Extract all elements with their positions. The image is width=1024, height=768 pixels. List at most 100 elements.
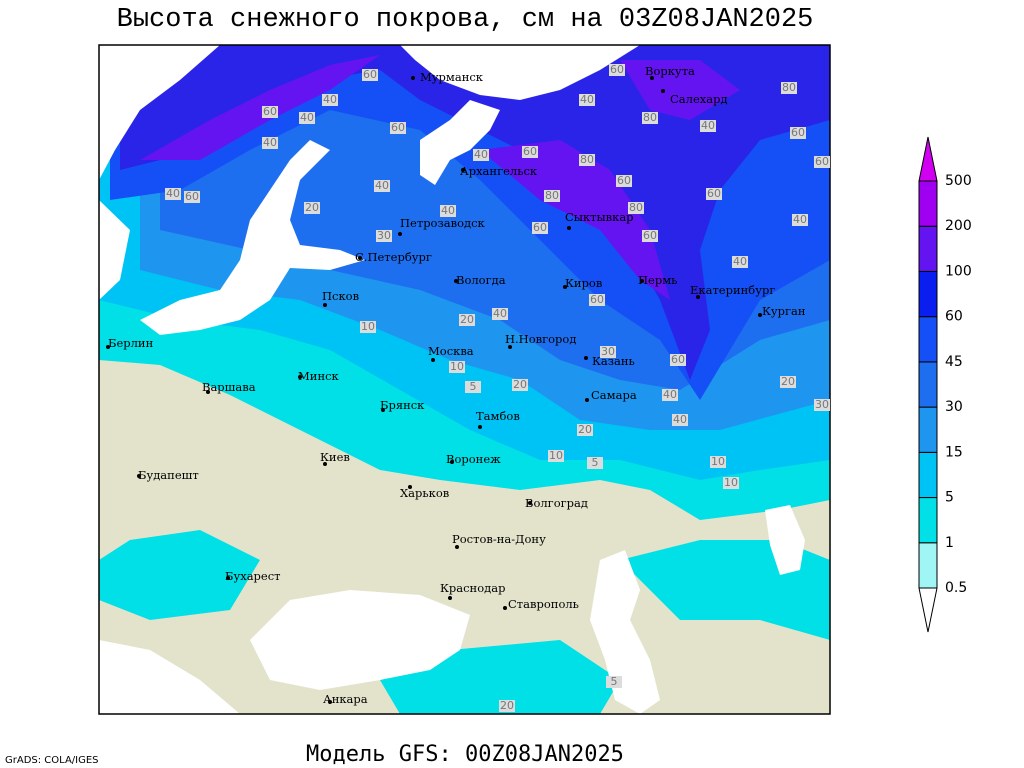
contour-label-box [579,154,595,166]
contour-label-box [732,256,748,268]
city-label: Краснодар [440,581,505,595]
city-label: Вологда [456,273,506,287]
city-label: Минск [298,369,340,383]
contour-label-box [780,376,796,388]
colorbar-tick-label: 60 [945,309,963,325]
contour-label-box [459,314,475,326]
city-label: Москва [428,344,474,358]
contour-label-box [706,188,722,200]
city-label: Самара [591,388,637,402]
city-label: Воркута [645,64,695,78]
city-label: Пермь [638,273,677,287]
contour-label: 80 [782,81,796,94]
contour-label-box [544,190,560,202]
contour-label: 5 [470,380,477,393]
contour-label-box [587,457,603,469]
city-dot [323,303,327,307]
city-label: Волгоград [525,496,588,510]
contour-label: 30 [601,345,615,358]
city-dot [640,279,644,283]
city-label: С.Петербург [355,250,432,264]
contour-label: 20 [513,378,527,391]
contour-label-box [499,700,515,712]
contour-label: 60 [610,63,624,76]
city-dot [563,285,567,289]
city-label: Харьков [400,486,449,500]
city-label: Н.Новгород [505,332,576,346]
city-dot [585,398,589,402]
city-dot [328,700,332,704]
contour-label-box [600,346,616,358]
contour-label: 20 [578,423,592,436]
colorbar-box [918,180,938,227]
contour-label: 60 [523,145,537,158]
contour-label-box [672,414,688,426]
snow-area [99,530,830,714]
contour-label-box [465,381,481,393]
colorbar-tick-label: 500 [945,173,972,189]
city-dot [398,232,402,236]
contour-label: 60 [533,221,547,234]
city-dot [408,485,412,489]
contour-label-box [473,149,489,161]
contour-label: 60 [391,121,405,134]
snow-area [120,45,830,380]
colorbar-box [918,361,938,408]
contour-label-box [579,94,595,106]
contour-label: 30 [815,398,829,411]
contour-label: 80 [580,153,594,166]
city-label: Псков [322,289,359,303]
contour-label-box [262,106,278,118]
city-label: Архангельск [460,164,538,178]
contour-label-box [390,122,406,134]
city-label: Мурманск [420,70,484,84]
contour-label-box [662,389,678,401]
contour-label-box [184,191,200,203]
city-dot [323,462,327,466]
colorbar-box [918,270,938,318]
contour-label: 40 [441,204,455,217]
title: Высота снежного покрова, см на 03Z08JAN2… [117,5,814,35]
colorbar-tick-label: 30 [945,399,963,415]
contour-label: 60 [617,174,631,187]
contour-label: 40 [580,93,594,106]
contour-label-box [700,120,716,132]
contour-label: 40 [493,307,507,320]
city-dot [106,345,110,349]
city-label: Варшава [202,380,256,394]
city-label: Бухарест [225,569,281,583]
credit: GrADS: COLA/IGES [5,755,99,766]
sea [765,505,805,575]
contour-label: 60 [815,155,829,168]
colorbar-tick-label: 0.5 [945,580,967,596]
city-dot [461,168,465,172]
colorbar-box [918,406,938,453]
city-dot [206,390,210,394]
sea [420,100,500,185]
contour-label: 80 [545,189,559,202]
map-frame [98,44,831,715]
colorbar-tick-label: 100 [945,263,972,279]
contour-label-box [362,69,378,81]
colorbar-end [918,587,938,633]
contour-label: 20 [305,201,319,214]
contour-labels: 60 40 60 40 40 60 40 60 20 40 30 40 40 60 80 60 80 60 80 60… [165,63,830,712]
contour-label-box [299,112,315,124]
contour-label-box [360,321,376,333]
colorbar-box [918,225,938,272]
contour-label-box [609,64,625,76]
contour-label: 80 [643,111,657,124]
city-label: Тамбов [476,409,520,423]
contour-label-box [589,294,605,306]
contour-label: 20 [460,313,474,326]
city-label: Киев [320,450,350,464]
contour-label-box [374,180,390,192]
city-label: Ставрополь [508,597,579,611]
contour-label: 20 [500,699,514,712]
contour-label-box [814,399,830,411]
contour-label: 80 [629,201,643,214]
contour-label: 60 [185,190,199,203]
contour-label: 5 [592,456,599,469]
city-dot [450,460,454,464]
